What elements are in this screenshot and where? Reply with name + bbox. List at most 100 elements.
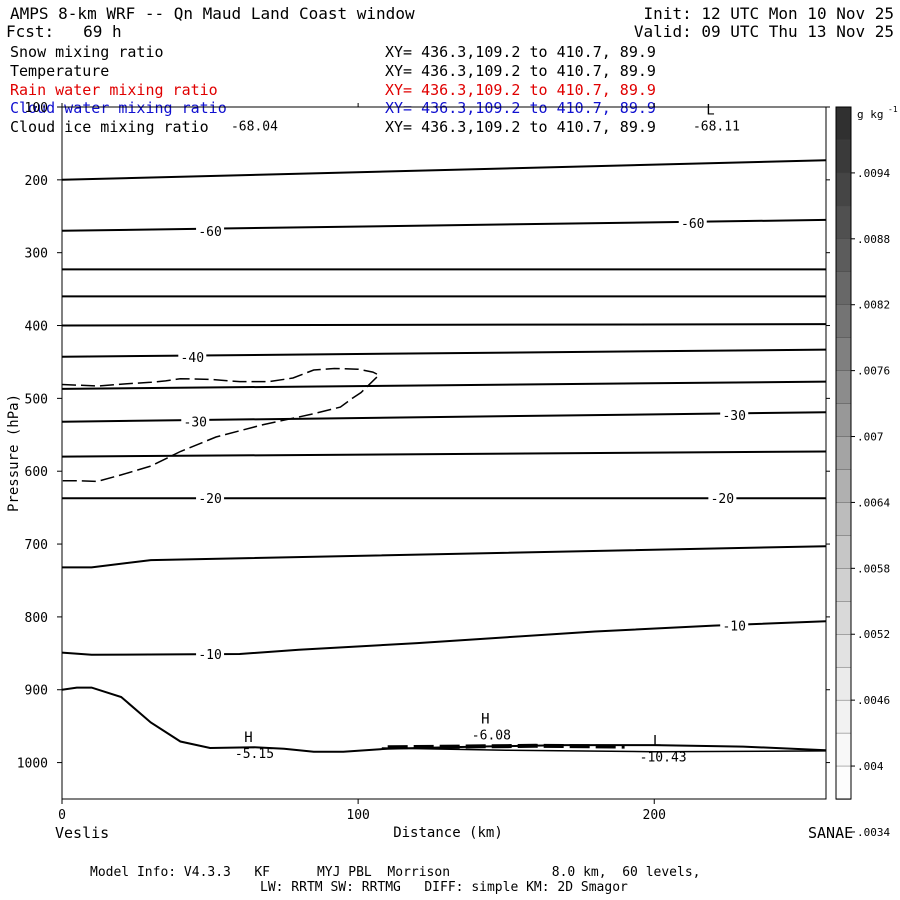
contour-label: -60 bbox=[681, 217, 704, 232]
x-tick-label: 0 bbox=[58, 808, 66, 823]
colorbar-tick-label: .0094 bbox=[857, 167, 890, 180]
extremum-mark: L bbox=[653, 733, 661, 749]
colorbar-bin bbox=[835, 732, 852, 767]
y-tick-label: 800 bbox=[25, 611, 48, 626]
footer-model-info: Model Info: V4.3.3 KF MYJ PBL Morrison 8… bbox=[90, 865, 701, 880]
y-tick-label: 600 bbox=[25, 465, 48, 480]
legend-label-temperature: Temperature bbox=[10, 62, 110, 80]
init-time: Init: 12 UTC Mon 10 Nov 25 bbox=[643, 4, 894, 23]
header-title: AMPS 8-km WRF -- Qn Maud Land Coast wind… bbox=[10, 4, 415, 23]
colorbar-bin bbox=[835, 568, 852, 602]
colorbar-bin bbox=[835, 139, 852, 174]
y-axis-title: Pressure (hPa) bbox=[6, 394, 22, 512]
legend-xy-temperature: XY= 436.3,109.2 to 410.7, 89.9 bbox=[385, 62, 656, 80]
legend-xy-cloud-water: XY= 436.3,109.2 to 410.7, 89.9 bbox=[385, 99, 656, 117]
colorbar-bin bbox=[835, 469, 852, 504]
contour-label-bg bbox=[678, 214, 707, 230]
extremum-value: -68.11 bbox=[693, 120, 740, 135]
y-tick-label: 1000 bbox=[17, 757, 48, 772]
contour-label: -40 bbox=[181, 351, 204, 366]
extremum-mark: H bbox=[481, 712, 489, 728]
contour-label: -30 bbox=[184, 416, 207, 431]
isotherm-line bbox=[62, 323, 826, 327]
colorbar-bin bbox=[835, 634, 852, 668]
y-tick-label: 900 bbox=[25, 684, 48, 699]
y-tick-label: 400 bbox=[25, 320, 48, 335]
colorbar-bin bbox=[835, 205, 852, 240]
extremum-value: -10.43 bbox=[640, 750, 687, 765]
y-tick-label: 200 bbox=[25, 174, 48, 189]
legend-xy-rain: XY= 436.3,109.2 to 410.7, 89.9 bbox=[385, 81, 656, 99]
contour-label-bg bbox=[196, 646, 225, 662]
colorbar-tick-label: .0076 bbox=[857, 365, 890, 378]
y-tick-label: 500 bbox=[25, 392, 48, 407]
temperature-contour-surface bbox=[381, 747, 826, 753]
colorbar-bin bbox=[835, 271, 852, 306]
colorbar-tick-label: .007 bbox=[857, 431, 884, 444]
forecast-hour: Fcst: 69 h bbox=[6, 22, 122, 41]
colorbar-bin bbox=[835, 535, 852, 570]
isotherm-line bbox=[62, 620, 826, 656]
legend-label-rain: Rain water mixing ratio bbox=[10, 81, 218, 99]
colorbar-bin bbox=[835, 403, 852, 438]
colorbar-tick-label: .004 bbox=[857, 760, 884, 773]
contour-label: -10 bbox=[198, 648, 221, 663]
y-tick-label: 700 bbox=[25, 538, 48, 553]
colorbar-bin bbox=[835, 765, 852, 800]
snow-contour-band bbox=[387, 743, 625, 750]
colorbar-bin bbox=[835, 699, 852, 734]
extremum-value: -68.04 bbox=[231, 120, 278, 135]
colorbar-bin bbox=[835, 172, 852, 207]
legend-xy-cloud-ice: XY= 436.3,109.2 to 410.7, 89.9 bbox=[385, 118, 656, 136]
x-axis-title: Distance (km) bbox=[393, 825, 503, 841]
isotherm-line bbox=[62, 450, 826, 458]
colorbar-bin bbox=[835, 106, 852, 141]
plot-frame bbox=[61, 106, 827, 800]
x-tick-label: 100 bbox=[346, 808, 369, 823]
extremum-mark: L bbox=[706, 103, 714, 119]
contour-label-bg bbox=[196, 490, 225, 506]
colorbar-tick-label: .0088 bbox=[857, 233, 890, 246]
contour-label: -10 bbox=[722, 620, 745, 635]
contour-label-bg bbox=[720, 407, 749, 423]
contour-label-bg bbox=[708, 490, 737, 506]
colorbar-bin bbox=[835, 370, 852, 405]
colorbar-bin bbox=[835, 436, 852, 471]
colorbar-bin bbox=[835, 502, 852, 537]
legend-label-cloud-water: Cloud water mixing ratio bbox=[10, 99, 227, 117]
extremum-value: -5.15 bbox=[235, 747, 274, 762]
contour-label-bg bbox=[196, 222, 225, 238]
isotherm-line bbox=[62, 218, 826, 232]
contour-label: -20 bbox=[711, 492, 734, 507]
contour-label-bg bbox=[720, 617, 749, 633]
contour-label-bg bbox=[178, 348, 207, 364]
isotherm-line bbox=[62, 411, 826, 423]
colorbar-frame bbox=[835, 106, 852, 800]
temperature-contour-low bbox=[62, 686, 826, 753]
colorbar-tick-label: .0034 bbox=[857, 826, 890, 839]
colorbar-tick-label: .0052 bbox=[857, 628, 890, 641]
extremum-value: -6.08 bbox=[472, 729, 511, 744]
colorbar-bin bbox=[835, 337, 852, 372]
contour-label: -60 bbox=[198, 225, 221, 240]
legend-label-cloud-ice: Cloud ice mixing ratio bbox=[10, 118, 209, 136]
endpoint-left-label: Veslis bbox=[55, 824, 110, 842]
valid-time: Valid: 09 UTC Thu 13 Nov 25 bbox=[633, 22, 894, 41]
colorbar-tick-label: .0058 bbox=[857, 562, 890, 575]
colorbar-bin bbox=[835, 666, 852, 701]
contour-label: -30 bbox=[722, 409, 745, 424]
footer-physics-info: LW: RRTM SW: RRTMG DIFF: simple KM: 2D S… bbox=[260, 880, 628, 895]
colorbar-tick-label: .0064 bbox=[857, 496, 890, 509]
colorbar-unit-exponent: -1 bbox=[888, 105, 898, 114]
cloud-ice-contour bbox=[62, 367, 381, 483]
y-tick-label: 100 bbox=[25, 101, 48, 116]
isotherm-line bbox=[62, 159, 826, 181]
extremum-mark: H bbox=[244, 730, 252, 746]
legend-xy-snow: XY= 436.3,109.2 to 410.7, 89.9 bbox=[385, 43, 656, 61]
colorbar-bin bbox=[835, 304, 852, 339]
legend-label-snow: Snow mixing ratio bbox=[10, 43, 164, 61]
colorbar-bin bbox=[835, 238, 852, 273]
colorbar-tick-label: .0082 bbox=[857, 299, 890, 312]
endpoint-right-label: SANAE bbox=[808, 824, 854, 842]
